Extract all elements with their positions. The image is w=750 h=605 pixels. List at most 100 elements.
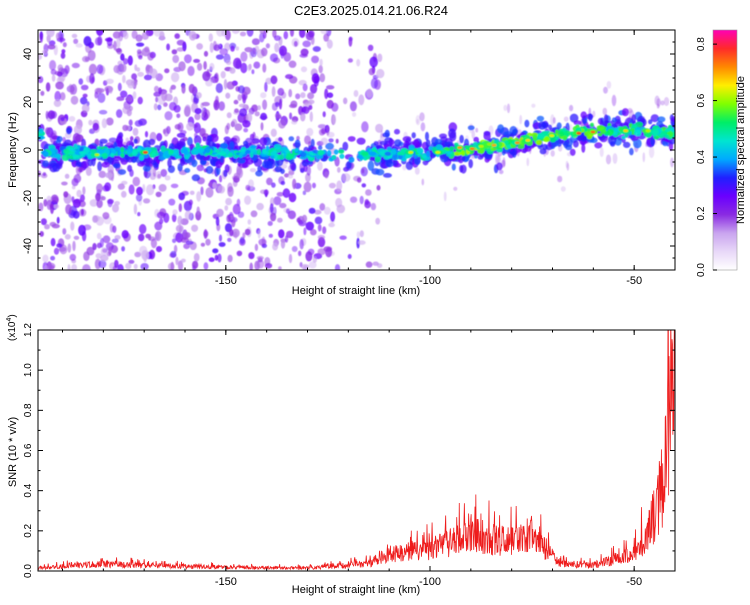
heatmap-cell — [484, 154, 493, 160]
heatmap-cell — [184, 210, 192, 221]
heatmap-cell — [503, 104, 508, 111]
heatmap-cell — [308, 105, 313, 110]
heatmap-cell — [284, 235, 289, 243]
heatmap-cell — [120, 152, 125, 158]
heatmap-cell — [55, 81, 64, 90]
heatmap-cell — [305, 221, 314, 231]
heatmap-cell — [235, 46, 240, 51]
heatmap-cell — [416, 118, 419, 125]
heatmap-cell — [285, 74, 294, 80]
heatmap-cell — [217, 185, 225, 194]
heatmap-cell — [128, 184, 135, 195]
heatmap-cell — [226, 112, 232, 119]
heatmap-cell — [642, 152, 646, 163]
heatmap-cell — [177, 215, 183, 226]
heatmap-cell — [280, 147, 288, 152]
heatmap-cell — [265, 145, 270, 150]
heatmap-cell — [370, 77, 378, 89]
heatmap-cell — [112, 225, 117, 233]
heatmap-cell — [77, 167, 84, 173]
heatmap-cell — [526, 157, 530, 167]
heatmap-cell — [560, 186, 566, 192]
heatmap-cell — [45, 82, 51, 92]
heatmap-cell — [323, 206, 331, 215]
heatmap-cell — [497, 124, 505, 134]
heatmap-cell — [174, 143, 181, 150]
heatmap-cell — [131, 73, 138, 80]
heatmap-cell — [212, 182, 217, 189]
heatmap-cell — [298, 250, 302, 257]
heatmap-cell — [288, 169, 295, 176]
heatmap-cell — [331, 154, 337, 160]
heatmap-cell — [186, 122, 194, 131]
heatmap-cell — [60, 117, 65, 122]
heatmap-cell — [621, 108, 629, 117]
heatmap-cell — [422, 159, 429, 166]
heatmap-cell — [597, 132, 603, 137]
heatmap-cell — [287, 210, 296, 220]
heatmap-cell — [98, 170, 107, 178]
snr-y-tick-label: 0.6 — [23, 443, 34, 457]
heatmap-cell — [141, 250, 150, 261]
heatmap-cell — [664, 128, 671, 132]
heatmap-cell — [271, 182, 276, 188]
heatmap-cell — [278, 229, 285, 239]
heatmap-cell — [376, 185, 381, 191]
heatmap-cell — [92, 215, 98, 223]
heatmap-cell — [173, 244, 178, 254]
colorbar-tick-label: 0.6 — [696, 93, 707, 107]
heatmap-cell — [113, 40, 117, 51]
heatmap-cell — [367, 160, 375, 171]
heatmap-cell — [254, 260, 260, 270]
heatmap-cell — [319, 203, 326, 211]
heatmap-cell — [291, 120, 298, 125]
heatmap-cell — [334, 264, 341, 270]
heatmap-cell — [82, 186, 86, 195]
heatmap-cell — [61, 49, 66, 54]
heatmap-cell — [96, 64, 104, 74]
heatmap-cell — [152, 162, 159, 169]
heatmap-cell — [122, 58, 129, 65]
heatmap-cell — [99, 138, 108, 144]
heatmap-cell — [123, 32, 129, 40]
heatmap-cell — [317, 124, 327, 129]
heatmap-cell — [258, 238, 267, 246]
heatmap-cell — [325, 247, 333, 258]
heatmap-cell — [128, 119, 133, 126]
heatmap-cell — [289, 112, 293, 120]
heatmap-cell — [96, 232, 102, 240]
heatmap-cell — [132, 91, 137, 100]
heatmap-cell — [69, 253, 77, 261]
heatmap-cell — [383, 173, 392, 178]
heatmap-cell — [42, 254, 49, 263]
heatmap-cell — [112, 203, 119, 213]
heatmap-cell — [71, 264, 77, 270]
heatmap-cell — [287, 174, 294, 179]
heatmap-cell — [278, 266, 282, 270]
heatmap-cell — [128, 259, 135, 264]
heatmap-cell — [569, 104, 574, 112]
heatmap-cell — [163, 102, 168, 107]
heatmap-cell — [203, 229, 208, 239]
heatmap-cell — [263, 189, 269, 196]
heatmap-cell — [342, 141, 349, 151]
heatmap-cell — [317, 237, 326, 248]
heatmap-cell — [461, 156, 466, 162]
heatmap-cell — [127, 55, 133, 66]
heatmap-cell — [377, 53, 383, 63]
heatmap-cell — [179, 158, 186, 167]
heatmap-cell — [55, 154, 62, 158]
heatmap-cell — [288, 192, 297, 203]
heatmap-cell — [156, 133, 163, 142]
heatmap-cell — [660, 100, 665, 106]
heatmap-cell — [535, 139, 543, 146]
heatmap-cell — [172, 238, 177, 244]
heatmap-cell — [347, 254, 352, 259]
heatmap-cell — [515, 141, 520, 145]
heatmap-cell — [590, 137, 598, 144]
heatmap-cell — [89, 73, 95, 85]
heatmap-cell — [670, 157, 674, 168]
heatmap-x-tick-label: -100 — [419, 275, 441, 287]
heatmap-cell — [184, 54, 192, 64]
heatmap-cell — [419, 112, 425, 122]
